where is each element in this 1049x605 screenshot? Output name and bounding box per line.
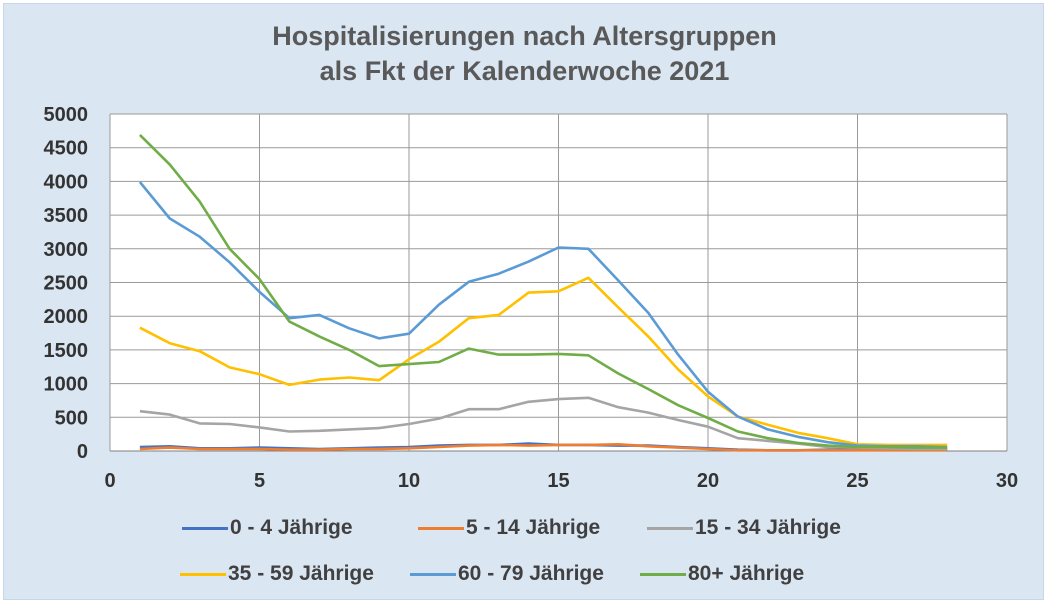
legend-item-3: 15 - 34 Jährige (647, 513, 841, 543)
series-line-5 (138, 181, 948, 449)
legend-item-1: 0 - 4 Jährige (182, 513, 353, 543)
legend-swatch (182, 526, 228, 530)
series-line-6 (138, 133, 948, 449)
legend-label: 15 - 34 Jährige (695, 516, 841, 539)
legend-row-2: 35 - 59 Jährige 60 - 79 Jährige 80+ Jährig… (0, 559, 1049, 589)
x-tick-label: 25 (846, 470, 868, 492)
series-line-4 (139, 276, 948, 447)
x-tick-label: 5 (254, 470, 265, 492)
series-lines (138, 133, 948, 452)
legend-label: 5 - 14 Jährige (466, 516, 601, 539)
legend-item-2: 5 - 14 Jährige (418, 513, 600, 543)
tick-labels: 0 500 1000 1500 2000 2500 3000 3500 4000 4500 5000… (44, 104, 1019, 492)
y-tick-label: 2000 (44, 306, 89, 328)
legend-label: 80+ Jährige (688, 562, 805, 585)
x-tick-label: 10 (398, 470, 420, 492)
chart-title-line1: Hospitalisierungen nach Altersgruppen (272, 21, 777, 51)
legend-swatch (410, 572, 456, 576)
legend-label: 0 - 4 Jährige (230, 516, 353, 539)
legend-label: 35 - 59 Jährige (228, 562, 374, 585)
legend-swatch (640, 572, 686, 576)
y-tick-label: 0 (77, 441, 88, 463)
x-tick-label: 30 (996, 470, 1018, 492)
legend-row-1: 0 - 4 Jährige 5 - 14 Jährige 15 - 34 Jähri… (0, 513, 1049, 543)
chart-title-line2: als Fkt der Kalenderwoche 2021 (319, 56, 730, 86)
grid (109, 113, 1008, 452)
legend-swatch (180, 572, 226, 576)
y-tick-label: 4500 (44, 138, 89, 160)
x-tick-label: 0 (104, 470, 115, 492)
legend-swatch (647, 526, 693, 530)
legend-label: 60 - 79 Jährige (458, 562, 604, 585)
y-tick-label: 5000 (44, 104, 89, 126)
legend-item-6: 80+ Jährige (640, 559, 804, 589)
legend-item-5: 60 - 79 Jährige (410, 559, 604, 589)
y-tick-label: 3500 (44, 205, 89, 227)
y-tick-label: 1000 (44, 374, 89, 396)
y-tick-label: 500 (55, 407, 88, 429)
y-tick-label: 2500 (44, 273, 89, 295)
legend-item-4: 35 - 59 Jährige (180, 559, 374, 589)
x-tick-label: 15 (547, 470, 569, 492)
series-line-2 (139, 442, 948, 452)
x-tick-label: 20 (697, 470, 719, 492)
y-tick-label: 1500 (44, 340, 89, 362)
y-tick-label: 3000 (44, 239, 89, 261)
legend-swatch (418, 526, 464, 530)
y-tick-label: 4000 (44, 171, 89, 193)
